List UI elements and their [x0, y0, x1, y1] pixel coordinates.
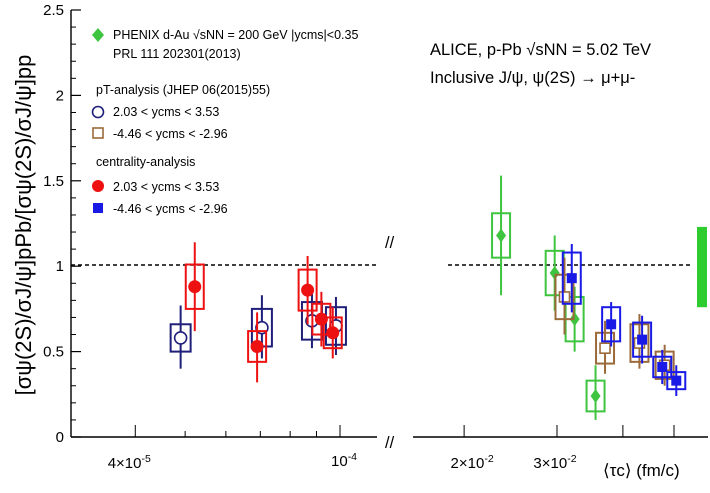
data-point [657, 361, 668, 372]
y-tick-label: 2.5 [43, 2, 64, 19]
series-4 [561, 243, 687, 397]
x-axis-label: ⟨τc⟩ (fm/c) [603, 461, 680, 480]
legend-label-phenix-ref: PRL 111 202301(2013) [113, 47, 241, 61]
series-0 [491, 175, 606, 420]
legend-label-centrality-forward: 2.03 < ycms < 3.53 [113, 180, 219, 194]
data-point [558, 291, 571, 303]
legend: PHENIX d-Au √sNN = 200 GeV |ycms|<0.35 P… [91, 28, 358, 216]
y-ticks: 0 0.5 1 1.5 2 2.5 [43, 2, 81, 446]
y-tick-label: 2 [56, 87, 64, 104]
y-tick-label: 1.5 [43, 173, 64, 190]
axis-break-upper: // [385, 234, 395, 252]
axis-break-lower: // [385, 434, 395, 452]
legend-header-pt-analysis: pT-analysis (JHEP 06(2015)55) [96, 83, 270, 97]
legend-label-pt-forward: 2.03 < ycms < 3.53 [113, 105, 219, 119]
y-tick-label: 0.5 [43, 344, 64, 361]
y-tick-label: 0 [56, 429, 64, 446]
data-point [188, 280, 202, 294]
legend-label-pt-backward: -4.46 < ycms < -2.96 [113, 127, 228, 141]
global-syst-band [697, 226, 707, 308]
legend-marker-open-circle [91, 105, 105, 119]
data-point [173, 331, 188, 345]
legend-marker-filled-circle [92, 180, 104, 192]
legend-marker-filled-square [93, 203, 103, 213]
x-tick-label: 2×10-2 [451, 453, 494, 472]
data-point [566, 273, 577, 284]
data-point [301, 283, 315, 297]
process-label: Inclusive J/ψ, ψ(2S) → μ+μ- [430, 69, 635, 87]
data-point [549, 266, 560, 281]
x-ticks: 4×10-5 10-4 2×10-2 3×10-2 [70, 425, 675, 472]
axis-break-mid: // // [385, 234, 395, 452]
data-point [326, 326, 340, 340]
legend-label-centrality-backward: -4.46 < ycms < -2.96 [113, 202, 228, 216]
series-layer [169, 175, 687, 420]
data-point [496, 228, 507, 243]
x-tick-label: 4×10-5 [108, 453, 151, 472]
experiment-label: ALICE, p-Pb √sNN = 5.02 TeV [430, 41, 651, 59]
data-point [599, 342, 611, 354]
legend-header-centrality-analysis: centrality-analysis [96, 155, 195, 169]
data-point [590, 389, 601, 404]
data-point [637, 334, 648, 345]
data-point [671, 375, 682, 386]
y-axis-label: [σψ(2S)/σJ/ψ]pPb/[σψ(2S)/σJ/ψ]pp [11, 55, 36, 396]
data-point [314, 312, 328, 326]
legend-marker-open-square [92, 127, 104, 139]
axes [70, 10, 708, 438]
data-point [250, 339, 264, 353]
x-tick-label: 3×10-2 [533, 453, 576, 472]
y-tick-label: 1 [56, 258, 64, 275]
series-3 [184, 242, 343, 383]
legend-marker-phenix [92, 28, 104, 42]
x-tick-label: 10-4 [331, 451, 357, 470]
data-point [606, 319, 617, 330]
legend-label-phenix: PHENIX d-Au √sNN = 200 GeV |ycms|<0.35 [113, 28, 358, 42]
data-point [569, 312, 580, 327]
